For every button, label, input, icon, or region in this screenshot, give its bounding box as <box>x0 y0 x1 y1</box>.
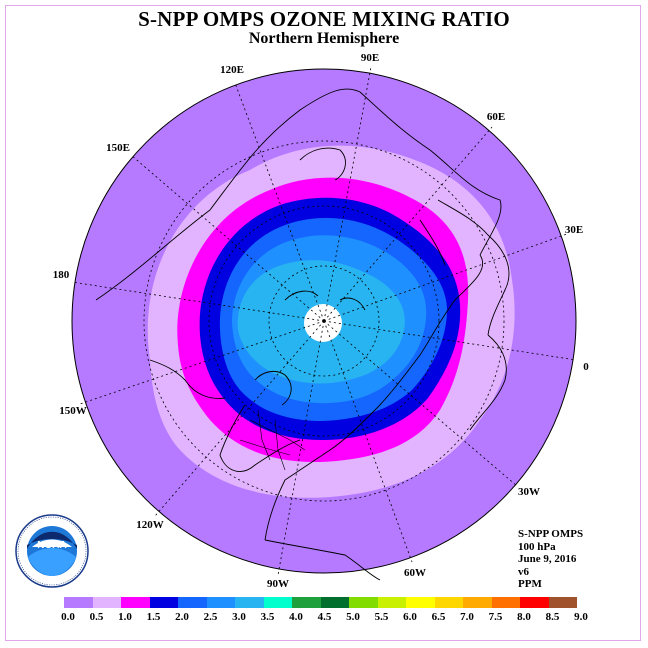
colorbar-swatch <box>349 597 378 608</box>
lon-label-0: 0 <box>583 361 589 373</box>
us-state-borders <box>239 409 306 471</box>
colorbar-swatch <box>434 597 463 608</box>
info-instrument: S-NPP OMPS <box>518 528 584 540</box>
polar-data-gap <box>304 304 342 342</box>
colorbar-swatch <box>206 597 235 608</box>
lon-label-30w: 30W <box>518 486 540 498</box>
colorbar-tick-label: 0.5 <box>89 611 104 623</box>
info-box: S-NPP OMPS 100 hPa June 9, 2016 v6 PPM <box>518 528 583 591</box>
colorbar-tick-label: 6.0 <box>403 611 417 623</box>
colorbar-swatch <box>320 597 349 608</box>
longitude-labels: 90E 60E 30E 0 30W 60W 90W 120W 150W 180 … <box>53 52 590 590</box>
colorbar-swatch <box>178 597 207 608</box>
colorbar-tick-label: 7.0 <box>460 611 474 623</box>
lon-label-30e: 30E <box>565 224 583 236</box>
lon-label-60w: 60W <box>404 567 426 579</box>
image-frame <box>5 5 641 641</box>
colorbar-tick-label: 3.5 <box>260 611 275 623</box>
colorbar-tick-label: 1.0 <box>118 611 132 623</box>
lon-label-150w: 150W <box>59 405 87 417</box>
colorbar-swatch <box>520 597 549 608</box>
info-units: PPM <box>518 578 542 591</box>
colorbar-tick-label: 8.0 <box>517 611 531 623</box>
lon-label-150e: 150E <box>106 142 130 154</box>
colorbar-tick-label: 3.0 <box>232 611 246 623</box>
colorbar-tick-label: 0.0 <box>61 611 75 623</box>
lon-label-60e: 60E <box>487 111 505 123</box>
colorbar-swatch <box>377 597 406 608</box>
info-version: v6 <box>518 565 529 578</box>
info-level: 100 hPa <box>518 540 556 553</box>
info-date: June 9, 2016 <box>518 553 577 566</box>
lon-label-120e: 120E <box>220 64 244 76</box>
polar-hatching <box>308 308 338 338</box>
colorbar-swatch <box>548 597 577 608</box>
colorbar-swatch <box>463 597 492 608</box>
colorbar-swatch <box>149 597 178 608</box>
colorbar-tick-label: 4.0 <box>289 611 303 623</box>
colorbar-swatch <box>64 597 93 608</box>
colorbar-tick-label: 7.5 <box>488 611 503 623</box>
lon-label-180: 180 <box>53 269 70 281</box>
logo-wordmark: NOAA <box>37 540 66 551</box>
lon-label-90w: 90W <box>267 578 289 590</box>
graticule <box>71 66 577 576</box>
colorbar-tick-label: 6.5 <box>431 611 446 623</box>
colorbar-tick-label: 1.5 <box>146 611 161 623</box>
colorbar-swatch <box>92 597 121 608</box>
colorbar-tick-label: 9.0 <box>574 611 588 623</box>
colorbar-swatch <box>292 597 321 608</box>
colorbar-swatch <box>235 597 264 608</box>
colorbar-swatch <box>406 597 435 608</box>
colorbar-labels: 0.0 0.5 1.0 1.5 2.0 2.5 3.0 3.5 4.0 4.5 5.0 5.5 6.0 6… <box>61 611 588 625</box>
colorbar-tick-label: 5.5 <box>374 611 389 623</box>
map-title: S-NPP OMPS OZONE MIXING RATIO <box>138 7 510 31</box>
colorbar-tick-label: 4.5 <box>317 611 332 623</box>
colorbar-swatch <box>121 597 150 608</box>
colorbar <box>64 597 577 608</box>
coastlines <box>95 88 510 581</box>
colorbar-swatch <box>263 597 292 608</box>
map-subtitle: Northern Hemisphere <box>248 30 400 47</box>
colorbar-tick-label: 2.0 <box>175 611 189 623</box>
lon-label-120w: 120W <box>136 519 164 531</box>
colorbar-tick-label: 8.5 <box>545 611 560 623</box>
colorbar-swatch <box>491 597 520 608</box>
lon-label-90e: 90E <box>361 52 379 64</box>
hemisphere-border <box>71 68 577 574</box>
colorbar-tick-label: 2.5 <box>203 611 218 623</box>
colorbar-tick-label: 5.0 <box>346 611 360 623</box>
noaa-logo: NOAA <box>15 514 89 588</box>
